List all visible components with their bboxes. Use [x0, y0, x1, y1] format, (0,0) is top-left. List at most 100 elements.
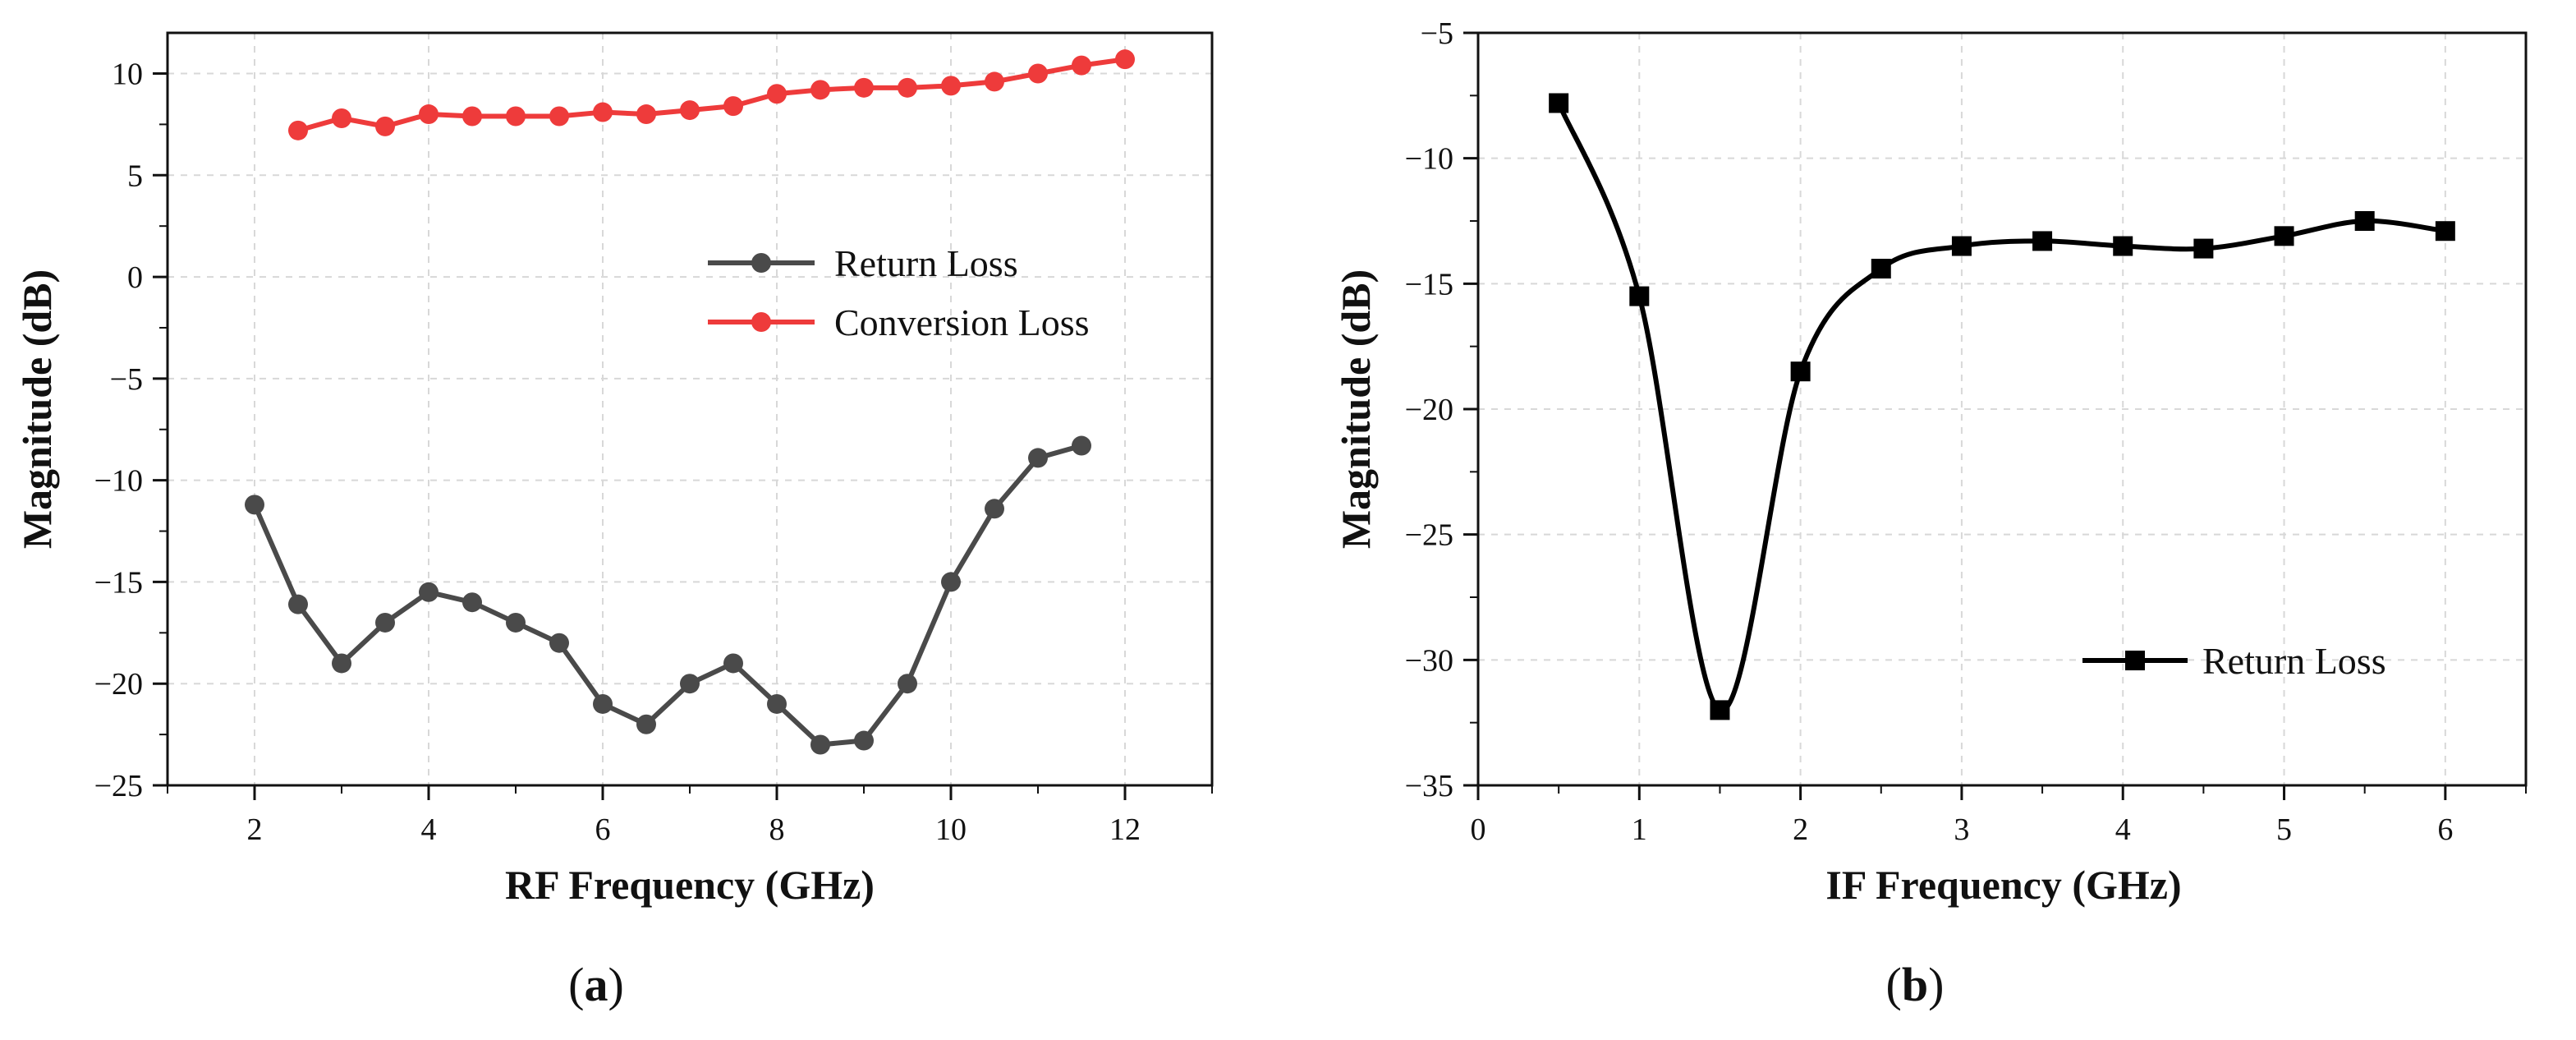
data-point-return-loss — [2274, 226, 2294, 246]
y-axis-title-b: Magnitude (dB) — [1333, 269, 1379, 549]
data-point-return-loss — [680, 674, 700, 694]
data-point-return-loss — [810, 734, 830, 755]
x-tick-label: 2 — [1793, 812, 1808, 847]
legend-b: Return Loss — [2082, 640, 2386, 682]
y-axis-title-a: Magnitude (dB) — [14, 269, 60, 549]
grid-a — [168, 33, 1212, 785]
data-point-conversion-loss — [332, 108, 351, 128]
data-point-conversion-loss — [898, 77, 917, 98]
data-point-return-loss — [375, 612, 395, 633]
data-point-return-loss — [1710, 700, 1730, 720]
y-tick-label: −10 — [94, 464, 143, 499]
x-tick-label: 10 — [935, 812, 967, 847]
tick-labels-b: 0 1 2 3 4 5 6 −35 −30 −25 −20 −15 −10 −5 — [1405, 16, 2454, 847]
data-point-conversion-loss — [767, 84, 787, 104]
data-point-conversion-loss — [1028, 63, 1048, 84]
x-tick-label: 6 — [2437, 812, 2453, 847]
data-point-return-loss — [636, 714, 656, 734]
data-point-conversion-loss — [1072, 55, 1091, 76]
plot-frame-a — [166, 31, 1214, 787]
legend-marker-return-loss-a — [751, 253, 771, 273]
y-tick-label: −15 — [94, 565, 143, 600]
data-point-return-loss — [593, 693, 613, 714]
x-tick-label: 1 — [1632, 812, 1647, 847]
data-point-return-loss — [332, 653, 351, 674]
panel-label-a: (a) — [568, 958, 624, 1011]
data-point-conversion-loss — [941, 76, 961, 96]
series-b — [1549, 93, 2455, 720]
data-point-return-loss — [941, 572, 961, 592]
data-point-conversion-loss — [288, 120, 308, 140]
data-point-return-loss — [288, 594, 308, 614]
data-point-conversion-loss — [375, 116, 395, 136]
y-tick-label: −35 — [1405, 769, 1453, 803]
data-point-return-loss — [2435, 221, 2455, 242]
x-tick-label: 8 — [769, 812, 785, 847]
data-point-conversion-loss — [636, 104, 656, 125]
series-line-return-loss — [252, 443, 1082, 748]
data-point-conversion-loss — [419, 104, 439, 125]
data-point-conversion-loss — [723, 96, 743, 117]
y-tick-label: −30 — [1405, 643, 1453, 678]
legend-marker-return-loss-b — [2125, 651, 2145, 670]
data-point-conversion-loss — [854, 77, 874, 98]
y-tick-label: −5 — [110, 362, 143, 397]
x-tick-label: 6 — [595, 812, 611, 847]
data-point-return-loss — [1951, 236, 1972, 256]
data-point-return-loss — [1028, 448, 1048, 468]
y-tick-label: 0 — [127, 260, 143, 295]
x-axis-title-b: IF Frequency (GHz) — [1825, 862, 2181, 908]
y-tick-label: −5 — [1421, 16, 1453, 51]
data-point-return-loss — [2113, 236, 2133, 256]
y-tick-label: −25 — [1405, 518, 1453, 553]
legend-label-return-loss-b: Return Loss — [2202, 640, 2386, 682]
data-point-return-loss — [723, 653, 743, 674]
grid-b — [1478, 33, 2526, 785]
panel-letter-a: a — [585, 958, 608, 1011]
axis-ticks-b — [1463, 31, 2527, 800]
data-point-return-loss — [462, 592, 482, 613]
data-point-return-loss — [1549, 93, 1569, 113]
data-point-conversion-loss — [810, 80, 830, 100]
data-point-conversion-loss — [506, 106, 526, 127]
x-tick-label: 4 — [2115, 812, 2131, 847]
x-tick-label: 5 — [2276, 812, 2292, 847]
data-point-return-loss — [1871, 259, 1891, 279]
data-point-return-loss — [898, 674, 917, 694]
axis-ticks-a — [153, 72, 1213, 800]
data-point-conversion-loss — [462, 106, 482, 127]
panel-label-b: (b) — [1886, 958, 1945, 1011]
data-point-return-loss — [245, 495, 264, 515]
x-tick-label: 12 — [1109, 812, 1141, 847]
data-point-return-loss — [767, 693, 787, 714]
data-point-return-loss — [1072, 435, 1091, 456]
legend-marker-conversion-loss-a — [751, 312, 771, 332]
legend-label-return-loss-a: Return Loss — [834, 242, 1018, 284]
panel-letter-b: b — [1902, 958, 1928, 1011]
data-point-return-loss — [2193, 238, 2214, 259]
data-point-conversion-loss — [593, 102, 613, 122]
legend-a: Return Loss Conversion Loss — [708, 242, 1090, 343]
y-tick-label: 10 — [112, 58, 143, 92]
chart-b: 0 1 2 3 4 5 6 −35 −30 −25 −20 −15 −10 −5 IF Frequency… — [1333, 16, 2528, 1011]
data-point-conversion-loss — [680, 100, 700, 121]
y-tick-label: −25 — [94, 769, 143, 803]
y-tick-label: 5 — [127, 159, 143, 193]
data-point-conversion-loss — [1115, 49, 1135, 70]
x-tick-label: 2 — [247, 812, 263, 847]
data-point-conversion-loss — [985, 71, 1004, 92]
data-point-return-loss — [854, 730, 874, 751]
data-point-return-loss — [2032, 231, 2053, 251]
x-tick-label: 4 — [421, 812, 437, 847]
data-point-return-loss — [1790, 361, 1811, 382]
data-point-return-loss — [2354, 211, 2375, 231]
series-a — [245, 49, 1135, 755]
data-point-return-loss — [1629, 286, 1650, 306]
x-tick-label: 3 — [1954, 812, 1969, 847]
series-line-return-loss — [1556, 100, 2448, 713]
y-tick-label: −10 — [1405, 142, 1453, 177]
data-point-conversion-loss — [549, 106, 569, 127]
data-point-return-loss — [506, 612, 526, 633]
y-tick-label: −15 — [1405, 267, 1453, 301]
